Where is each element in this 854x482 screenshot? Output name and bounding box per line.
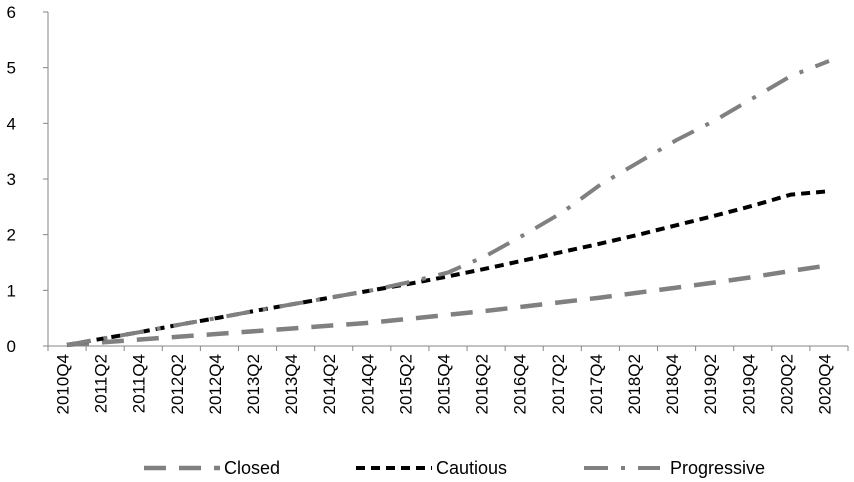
legend-label: Cautious bbox=[436, 458, 507, 478]
legend-label: Progressive bbox=[670, 458, 765, 478]
y-tick-label: 4 bbox=[7, 114, 16, 133]
x-tick-label: 2011Q2 bbox=[92, 354, 111, 413]
x-tick-label: 2014Q4 bbox=[358, 354, 377, 415]
x-tick-label: 2018Q2 bbox=[625, 354, 644, 415]
x-tick-label: 2013Q4 bbox=[282, 354, 301, 415]
x-tick-label: 2019Q4 bbox=[739, 354, 758, 415]
y-tick-label: 3 bbox=[7, 170, 16, 189]
y-tick-label: 2 bbox=[7, 226, 16, 245]
series-line-cautious bbox=[66, 189, 830, 347]
series-lines bbox=[66, 59, 830, 348]
series-line-progressive bbox=[66, 59, 830, 347]
legend-item-closed: Closed bbox=[144, 458, 280, 478]
x-tick-label: 2012Q4 bbox=[206, 354, 225, 415]
y-axis-tick-labels: 0 1 2 3 4 5 6 bbox=[7, 3, 16, 356]
legend-label: Closed bbox=[224, 458, 280, 478]
x-tick-label: 2011Q4 bbox=[130, 354, 149, 413]
x-tick-label: 2013Q2 bbox=[244, 354, 263, 415]
x-tick-label: 2012Q2 bbox=[168, 354, 187, 415]
x-tick-label: 2020Q2 bbox=[777, 354, 796, 415]
series-line-closed bbox=[66, 263, 830, 348]
x-tick-label: 2020Q4 bbox=[815, 354, 834, 415]
axes bbox=[43, 11, 849, 351]
x-tick-label: 2010Q4 bbox=[54, 354, 73, 415]
x-tick-label: 2015Q4 bbox=[435, 354, 454, 415]
x-axis-tick-labels: 2010Q4 2011Q2 2011Q4 2012Q2 2012Q4 2013Q2 2013… bbox=[54, 354, 835, 415]
y-tick-label: 6 bbox=[7, 3, 16, 22]
y-tick-label: 0 bbox=[7, 337, 16, 356]
x-tick-label: 2016Q2 bbox=[473, 354, 492, 415]
x-tick-label: 2017Q4 bbox=[587, 354, 606, 415]
x-tick-label: 2017Q2 bbox=[549, 354, 568, 415]
x-tick-label: 2016Q4 bbox=[511, 354, 530, 415]
legend: Closed Cautious Progressive bbox=[144, 458, 765, 478]
x-tick-label: 2018Q4 bbox=[663, 354, 682, 415]
x-tick-label: 2019Q2 bbox=[701, 354, 720, 415]
legend-item-cautious: Cautious bbox=[356, 458, 507, 478]
x-tick-label: 2014Q2 bbox=[320, 354, 339, 415]
y-tick-label: 5 bbox=[7, 59, 16, 78]
legend-item-progressive: Progressive bbox=[584, 458, 765, 478]
x-tick-label: 2015Q2 bbox=[396, 354, 415, 415]
y-tick-label: 1 bbox=[7, 281, 16, 300]
